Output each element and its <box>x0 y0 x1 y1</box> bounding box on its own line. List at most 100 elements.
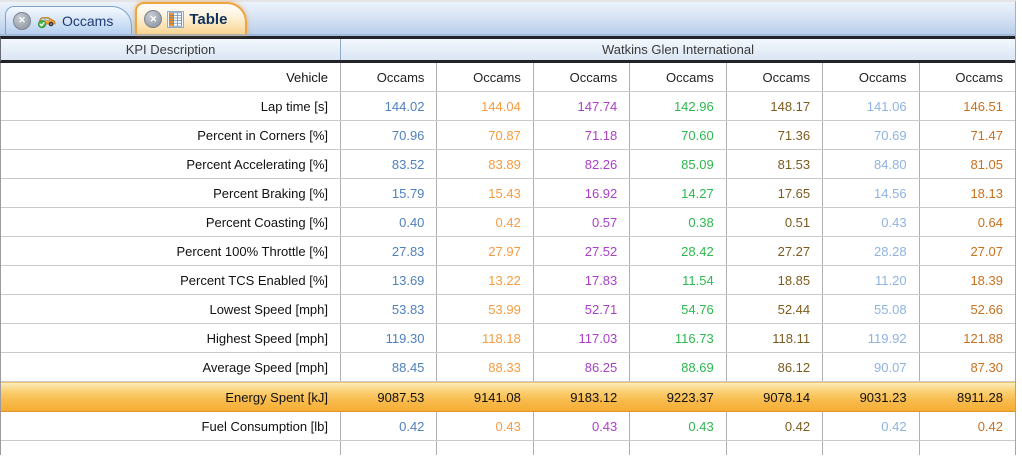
kpi-value: 82.26 <box>533 150 629 178</box>
tab-table-label: Table <box>189 11 227 28</box>
vehicle-name: Occams <box>726 63 822 91</box>
kpi-value: 0.42 <box>726 412 822 440</box>
kpi-value <box>436 441 532 455</box>
kpi-value: 14.56 <box>822 179 918 207</box>
kpi-label: Energy Spent [kJ] <box>1 383 340 411</box>
car-check-icon <box>36 13 57 29</box>
kpi-value: 16.92 <box>533 179 629 207</box>
tab-occams-label: Occams <box>62 13 113 29</box>
kpi-value: 28.28 <box>822 237 918 265</box>
table-row[interactable]: Lap time [s]144.02144.04147.74142.96148.… <box>1 92 1015 121</box>
table-row[interactable]: Percent Coasting [%]0.400.420.570.380.51… <box>1 208 1015 237</box>
kpi-label: Fuel Consumption [lb] <box>1 412 340 440</box>
table-row[interactable]: Percent Accelerating [%]83.5283.8982.268… <box>1 150 1015 179</box>
kpi-value <box>822 441 918 455</box>
kpi-value: 9183.12 <box>533 383 629 411</box>
vehicle-name: Occams <box>629 63 725 91</box>
kpi-value: 70.60 <box>629 121 725 149</box>
kpi-value: 88.69 <box>629 353 725 381</box>
kpi-value: 81.05 <box>919 150 1015 178</box>
kpi-value <box>340 441 436 455</box>
kpi-value: 70.96 <box>340 121 436 149</box>
close-icon[interactable]: ✕ <box>144 10 162 28</box>
kpi-value: 144.02 <box>340 92 436 120</box>
vehicle-name: Occams <box>919 63 1015 91</box>
kpi-value: 28.42 <box>629 237 725 265</box>
kpi-value: 9031.23 <box>822 383 918 411</box>
kpi-value <box>919 441 1015 455</box>
kpi-value: 27.27 <box>726 237 822 265</box>
kpi-label: Percent TCS Enabled [%] <box>1 266 340 294</box>
kpi-value: 88.33 <box>436 353 532 381</box>
kpi-value: 71.18 <box>533 121 629 149</box>
kpi-value: 0.42 <box>919 412 1015 440</box>
kpi-label: Highest Speed [mph] <box>1 324 340 352</box>
kpi-value: 119.92 <box>822 324 918 352</box>
table-row[interactable]: Lowest Speed [mph]53.8353.9952.7154.7652… <box>1 295 1015 324</box>
table-row[interactable]: Percent 100% Throttle [%]27.8327.9727.52… <box>1 237 1015 266</box>
kpi-value: 87.30 <box>919 353 1015 381</box>
kpi-value: 15.43 <box>436 179 532 207</box>
kpi-value: 0.43 <box>436 412 532 440</box>
kpi-value: 13.22 <box>436 266 532 294</box>
kpi-value: 118.11 <box>726 324 822 352</box>
kpi-value: 9223.37 <box>629 383 725 411</box>
vehicle-name: Occams <box>533 63 629 91</box>
kpi-value: 116.73 <box>629 324 725 352</box>
vehicle-row[interactable]: Vehicle OccamsOccamsOccamsOccamsOccamsOc… <box>1 63 1015 92</box>
kpi-value: 90.07 <box>822 353 918 381</box>
kpi-label: Lap time [s] <box>1 92 340 120</box>
kpi-value: 83.52 <box>340 150 436 178</box>
kpi-value: 0.43 <box>533 412 629 440</box>
kpi-label: Percent 100% Throttle [%] <box>1 237 340 265</box>
tab-table[interactable]: ✕ Table <box>135 2 247 34</box>
kpi-value: 81.53 <box>726 150 822 178</box>
kpi-value: 146.51 <box>919 92 1015 120</box>
table-icon <box>167 11 184 28</box>
kpi-value: 0.64 <box>919 208 1015 236</box>
table-row[interactable]: Average Speed [mph]88.4588.3386.2588.698… <box>1 353 1015 382</box>
kpi-value: 141.06 <box>822 92 918 120</box>
kpi-value: 52.44 <box>726 295 822 323</box>
kpi-value: 84.80 <box>822 150 918 178</box>
tab-bar: ✕ Occams ✕ <box>0 0 1016 36</box>
kpi-value: 119.30 <box>340 324 436 352</box>
table-row[interactable]: Percent Braking [%]15.7915.4316.9214.271… <box>1 179 1015 208</box>
kpi-value: 121.88 <box>919 324 1015 352</box>
kpi-value: 13.69 <box>340 266 436 294</box>
table-row-selected[interactable]: Energy Spent [kJ]9087.539141.089183.1292… <box>1 382 1015 412</box>
kpi-value: 118.18 <box>436 324 532 352</box>
kpi-value: 0.42 <box>822 412 918 440</box>
table-row[interactable]: Fuel Consumption [lb]0.420.430.430.430.4… <box>1 412 1015 441</box>
kpi-value: 11.54 <box>629 266 725 294</box>
kpi-label: Lowest Speed [mph] <box>1 295 340 323</box>
table-row[interactable]: Highest Speed [mph]119.30118.18117.03116… <box>1 324 1015 353</box>
tab-occams[interactable]: ✕ Occams <box>5 6 132 34</box>
close-icon[interactable]: ✕ <box>13 12 31 30</box>
kpi-value: 88.45 <box>340 353 436 381</box>
kpi-value: 70.69 <box>822 121 918 149</box>
kpi-description-header: KPI Description <box>1 39 341 60</box>
kpi-value: 27.97 <box>436 237 532 265</box>
table-body: Vehicle OccamsOccamsOccamsOccamsOccamsOc… <box>0 63 1015 455</box>
table-row[interactable]: Percent in Corners [%]70.9670.8771.1870.… <box>1 121 1015 150</box>
kpi-value: 144.04 <box>436 92 532 120</box>
kpi-value: 0.51 <box>726 208 822 236</box>
kpi-value: 53.99 <box>436 295 532 323</box>
kpi-label: Percent in Corners [%] <box>1 121 340 149</box>
kpi-value: 54.76 <box>629 295 725 323</box>
table-row[interactable]: Percent TCS Enabled [%]13.6913.2217.8311… <box>1 266 1015 295</box>
kpi-value: 9087.53 <box>340 383 436 411</box>
vehicle-name: Occams <box>822 63 918 91</box>
kpi-value: 117.03 <box>533 324 629 352</box>
kpi-value: 18.85 <box>726 266 822 294</box>
kpi-value: 70.87 <box>436 121 532 149</box>
kpi-label: Average Speed [mph] <box>1 353 340 381</box>
kpi-value: 52.66 <box>919 295 1015 323</box>
kpi-value <box>629 441 725 455</box>
kpi-value: 17.83 <box>533 266 629 294</box>
kpi-value: 85.09 <box>629 150 725 178</box>
kpi-value: 0.43 <box>822 208 918 236</box>
kpi-value: 14.27 <box>629 179 725 207</box>
kpi-value: 18.39 <box>919 266 1015 294</box>
